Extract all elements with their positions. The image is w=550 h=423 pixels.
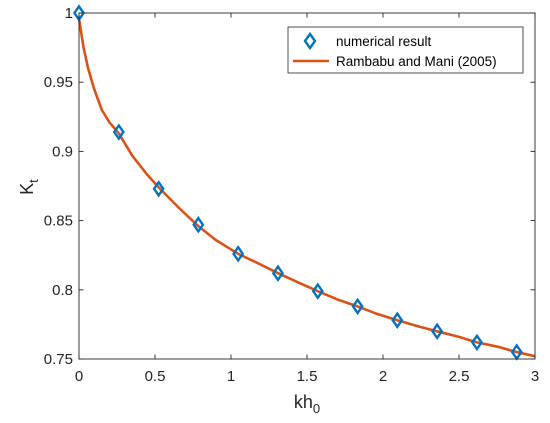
legend-label-rambabu: Rambabu and Mani (2005) — [336, 54, 497, 69]
y-tick-label: 0.8 — [52, 282, 73, 299]
x-tick-label: 3 — [531, 368, 539, 385]
data-point-marker — [311, 282, 324, 300]
y-tick-label: 0.75 — [44, 351, 73, 368]
data-point-marker — [351, 297, 364, 316]
x-tick-label: 0.5 — [145, 368, 166, 385]
data-point-marker — [271, 264, 285, 282]
data-point-marker — [232, 245, 245, 263]
y-tick-label: 0.9 — [52, 143, 73, 160]
x-tick-label: 1.5 — [297, 368, 318, 385]
legend: numerical result Rambabu and Mani (2005) — [287, 26, 524, 74]
data-point-marker — [192, 216, 205, 234]
y-tick-label: 1 — [65, 5, 73, 22]
x-tick-label: 2.5 — [449, 368, 470, 385]
y-tick-label: 0.85 — [44, 213, 73, 230]
legend-label-numerical: numerical result — [336, 34, 432, 49]
data-point-marker — [152, 180, 165, 198]
data-point-marker — [112, 123, 125, 141]
x-tick-label: 0 — [75, 368, 83, 385]
x-tick-label: 2 — [379, 368, 387, 385]
legend-marker-numerical — [303, 31, 317, 51]
data-point-marker — [470, 333, 483, 352]
ticks-group: 0 0.5 1 1.5 2 2.5 3 0.75 0.8 0.85 0.9 0.95 1 — [44, 5, 539, 385]
x-axis-label: kh0 — [294, 392, 320, 416]
y-tick-label: 0.95 — [44, 74, 73, 91]
series-line-rambabu — [77, 18, 536, 358]
x-tick-label: 1 — [227, 368, 235, 385]
data-point-marker — [431, 322, 444, 341]
y-axis-label: Kt — [17, 179, 41, 195]
legend-box — [287, 26, 524, 74]
data-point-marker — [391, 311, 404, 329]
series-line-group — [77, 18, 536, 358]
